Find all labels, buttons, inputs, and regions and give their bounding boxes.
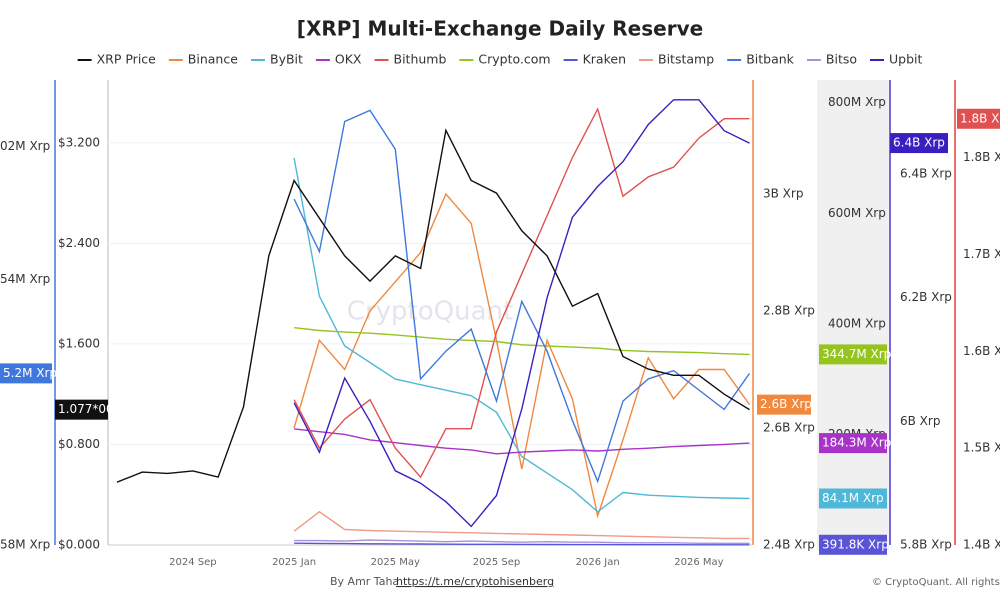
y-tick-label: 400M Xrp (828, 316, 886, 330)
credit: By Amr Taha (330, 575, 399, 588)
y-tick-label: 58M Xrp (0, 538, 50, 552)
x-tick-label: 2025 Sep (473, 557, 520, 568)
chart-title: [XRP] Multi-Exchange Daily Reserve (297, 17, 703, 41)
legend-item: Upbit (870, 52, 922, 67)
value-label: 344.7M Xrp (822, 347, 891, 361)
y-tick-label: 6.2B Xrp (900, 290, 952, 304)
legend-item: Bitstamp (639, 52, 714, 67)
series-line (293, 99, 750, 528)
value-badge (819, 344, 887, 365)
y-tick-label: 02M Xrp (0, 139, 50, 153)
series-line (294, 428, 750, 455)
y-tick-label: 3B Xrp (763, 187, 803, 201)
value-badge (819, 488, 887, 509)
legend-item: Bithumb (374, 52, 447, 67)
y-tick-label: 1.7B Xrp (963, 247, 1000, 261)
y-tick-label: $2.400 (58, 236, 100, 250)
series-line (293, 109, 751, 484)
copyright: © CryptoQuant. All rights reserve (872, 577, 1000, 588)
legend-item: Bitbank (727, 52, 795, 67)
value-label: 1.8B Xrp (960, 111, 1000, 125)
y-tick-label: 1.4B Xrp (963, 538, 1000, 552)
legend-item: Bitso (806, 52, 857, 67)
y-tick-label: 54M Xrp (0, 272, 50, 286)
legend-label: ByBit (270, 52, 303, 67)
value-badge (819, 433, 887, 454)
y-tick-label: $0.800 (58, 437, 100, 451)
link[interactable]: https://t.me/cryptohisenberg (396, 575, 554, 588)
legend-label: Bitbank (746, 52, 794, 67)
y-tick-label: 2.4B Xrp (763, 538, 815, 552)
y-tick-label: 6.4B Xrp (900, 166, 952, 180)
series-line (293, 157, 750, 513)
value-badge (757, 394, 811, 415)
legend-item: Binance (168, 52, 238, 67)
watermark: CryptoQuant (347, 297, 513, 327)
y-tick-label: 1.8B Xrp (963, 150, 1000, 164)
series-line (293, 192, 751, 519)
legend-item: Crypto.com (459, 52, 551, 67)
legend-label: Bitstamp (658, 52, 714, 67)
y-tick-label: 1.6B Xrp (963, 344, 1000, 358)
y-tick-label: $1.600 (58, 336, 100, 350)
y-tick-label: 5.8B Xrp (900, 538, 952, 552)
x-tick-label: 2024 Sep (169, 557, 216, 568)
series-line (293, 107, 750, 479)
x-tick-label: 2025 Jan (272, 557, 316, 568)
value-label: 391.8K Xrp (822, 537, 889, 551)
legend-item: ByBit (251, 52, 303, 67)
series-line (294, 539, 750, 544)
value-label: 184.3M Xrp (822, 436, 891, 450)
y-tick-label: 1.5B Xrp (963, 441, 1000, 455)
series-line (294, 327, 750, 356)
y-tick-label: $0.000 (58, 538, 100, 552)
value-badge (957, 108, 1000, 129)
y-tick-label: $3.200 (58, 135, 100, 149)
legend-label: Bitso (826, 52, 857, 67)
value-label: 2.6B Xrp (760, 397, 812, 411)
x-tick-label: 2025 May (371, 557, 420, 568)
legend-label: Bithumb (394, 52, 447, 67)
legend-label: Kraken (583, 52, 626, 67)
value-label: 6.4B Xrp (893, 136, 945, 150)
legend-item: Kraken (563, 52, 626, 67)
legend-label: Binance (188, 52, 238, 67)
series-line (294, 542, 750, 546)
value-badge (0, 363, 52, 384)
y-tick-label: 800M Xrp (828, 95, 886, 109)
y-tick-label: 2.8B Xrp (763, 304, 815, 318)
y-tick-label: 2.6B Xrp (763, 421, 815, 435)
value-badge (55, 399, 108, 420)
legend-item: XRP Price (77, 52, 157, 67)
legend-label: Upbit (889, 52, 922, 67)
series-line (293, 510, 750, 540)
series-line (116, 128, 750, 483)
y-tick-label: 600M Xrp (828, 206, 886, 220)
y-tick-label: 6B Xrp (900, 414, 940, 428)
x-tick-label: 2026 May (674, 557, 723, 568)
legend-label: XRP Price (97, 52, 157, 67)
value-label: 5.2M Xrp (3, 366, 57, 380)
value-badge (819, 534, 887, 555)
legend-item: OKX (315, 52, 362, 67)
value-label: 1.077*00 (58, 402, 114, 416)
axis-band (817, 80, 889, 550)
value-badge (890, 133, 948, 154)
value-label: 84.1M Xrp (822, 491, 884, 505)
legend-label: OKX (335, 52, 362, 67)
legend-label: Crypto.com (478, 52, 550, 67)
x-tick-label: 2026 Jan (576, 557, 620, 568)
